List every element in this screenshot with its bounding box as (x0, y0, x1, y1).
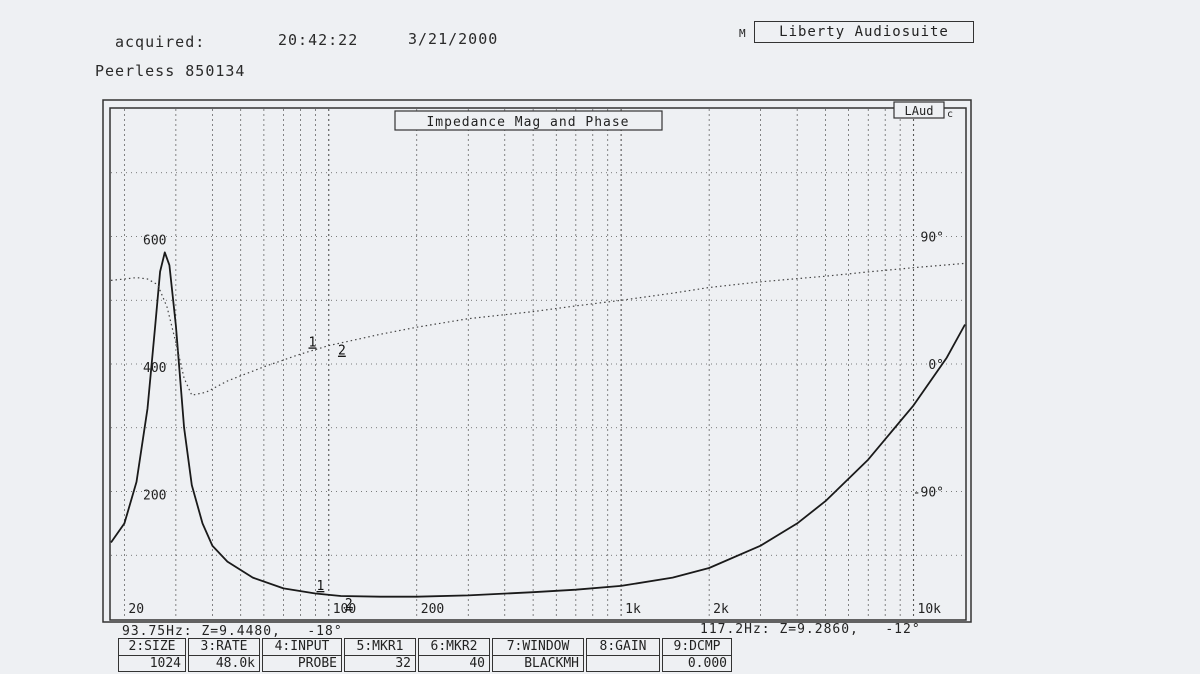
fkey-input-label: 4:INPUT (274, 639, 330, 654)
plot-markers: 1 2 1 2 (309, 335, 353, 612)
fkey-size-label: 2:SIZE (128, 639, 176, 654)
marker-label: 2 (338, 344, 346, 359)
fkey-mkr1-value: 32 (345, 655, 415, 672)
x-tick-label: 20 (128, 602, 144, 617)
x-tick-label: 200 (421, 602, 444, 617)
plot-inner-frame (109, 107, 967, 621)
acquired-label: acquired: (115, 33, 206, 51)
x-tick-label: 1k (625, 602, 641, 617)
fkey-gain-value (587, 655, 659, 656)
plot-outer-frame (102, 99, 972, 623)
impedance-phase-line (110, 262, 966, 396)
marker-label: 1 (309, 335, 317, 350)
plot-grid (111, 109, 965, 619)
marker-label: 1 (317, 579, 325, 594)
plot-series (110, 251, 966, 598)
fkey-input-value: PROBE (263, 655, 341, 672)
x-tick-label: 100 (333, 602, 356, 617)
acquired-date: 3/21/2000 (408, 30, 499, 48)
fkey-mkr2[interactable]: 6:MKR2 40 (418, 638, 490, 672)
right-tick-label: -90° (913, 486, 944, 501)
fkey-mkr1-label: 5:MKR1 (356, 639, 404, 654)
chart-title-box (394, 110, 663, 131)
marker2-readout: 117.2Hz: Z=9.2860, -12° (700, 622, 921, 637)
right-tick-label: 0° (928, 358, 944, 373)
right-tick-label: 90° (921, 231, 944, 246)
logo-box (893, 101, 945, 119)
fkey-mkr2-label: 6:MKR2 (430, 639, 478, 654)
fkey-gain-label: 8:GAIN (599, 639, 647, 654)
fkey-rate[interactable]: 3:RATE 48.0k (188, 638, 260, 672)
left-tick-label: 200 (143, 489, 166, 504)
fkey-window-value: BLACKMH (493, 655, 583, 672)
fkey-rate-value: 48.0k (189, 655, 259, 672)
fkey-mkr2-value: 40 (419, 655, 489, 672)
chart-title: Impedance Mag and Phase (426, 115, 629, 130)
impedance-magnitude-line (110, 251, 966, 598)
marker-label: 2 (345, 597, 353, 612)
fkey-dcmp[interactable]: 9:DCMP 0.000 (662, 638, 732, 672)
fkey-size-value: 1024 (119, 655, 185, 672)
acquired-time: 20:42:22 (278, 31, 359, 49)
fkey-input[interactable]: 4:INPUT PROBE (262, 638, 342, 672)
fkey-rate-label: 3:RATE (200, 639, 248, 654)
left-tick-label: 400 (143, 361, 166, 376)
marker1-readout: 93.75Hz: Z=9.4480, -18° (122, 624, 343, 639)
fkey-dcmp-label: 9:DCMP (673, 639, 721, 654)
brand-prefix: M (739, 27, 746, 40)
fkey-gain[interactable]: 8:GAIN (586, 638, 660, 672)
x-tick-label: 2k (713, 602, 729, 617)
fkey-window[interactable]: 7:WINDOW BLACKMH (492, 638, 584, 672)
left-tick-label: 600 (143, 234, 166, 249)
fkey-size[interactable]: 2:SIZE 1024 (118, 638, 186, 672)
x-tick-label: 10k (918, 602, 942, 617)
brand-name: Liberty Audiosuite (754, 21, 974, 43)
device-name: Peerless 850134 (95, 62, 246, 80)
fkey-dcmp-value: 0.000 (663, 655, 731, 672)
chart-logo: LAud (905, 104, 934, 118)
fkey-mkr1[interactable]: 5:MKR1 32 (344, 638, 416, 672)
plot-ticks: 20 100 200 1k 2k 10k 600 400 200 90° 0° -90° (128, 231, 944, 618)
fkey-window-label: 7:WINDOW (506, 639, 570, 654)
chart-logo-suffix: c (947, 109, 953, 120)
